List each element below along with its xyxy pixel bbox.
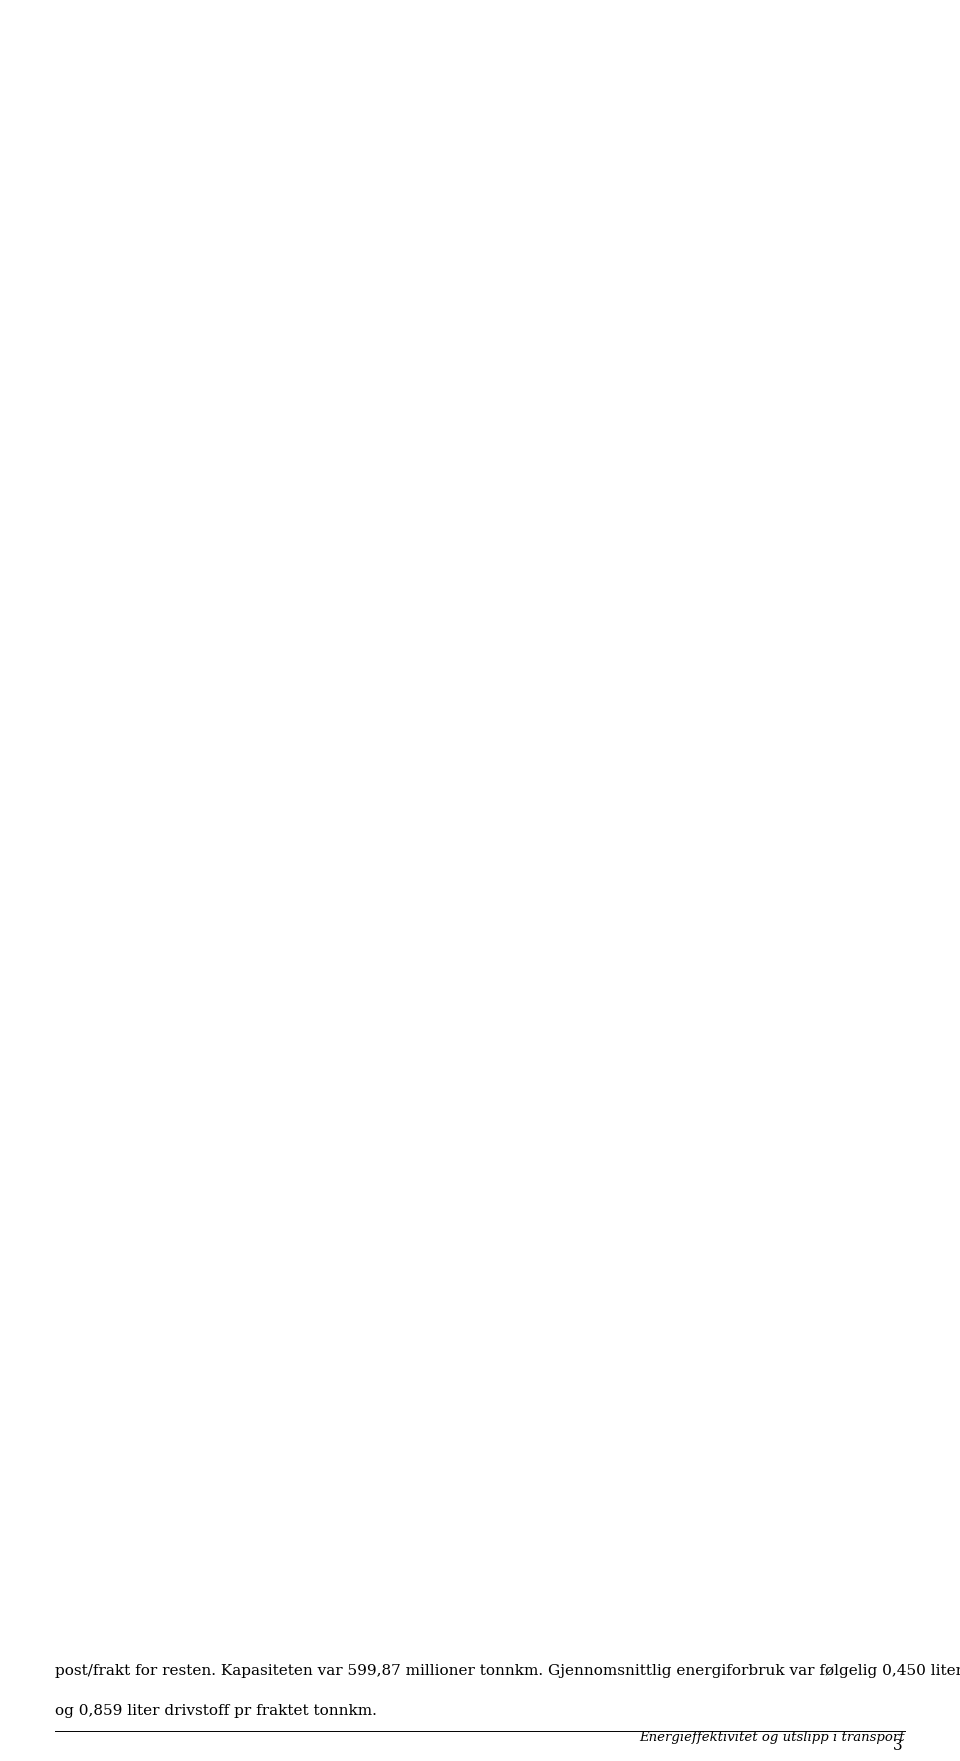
Text: post/frakt for resten. Kapasiteten var 599,87 millioner tonnkm. Gjennomsnittlig : post/frakt for resten. Kapasiteten var 5… <box>55 1664 960 1678</box>
Text: og 0,859 liter drivstoff pr fraktet tonnkm.: og 0,859 liter drivstoff pr fraktet tonn… <box>55 1705 377 1719</box>
Text: 3: 3 <box>893 1740 902 1752</box>
Text: Energieffektivitet og utslipp i transport: Energieffektivitet og utslipp i transpor… <box>639 1731 905 1743</box>
